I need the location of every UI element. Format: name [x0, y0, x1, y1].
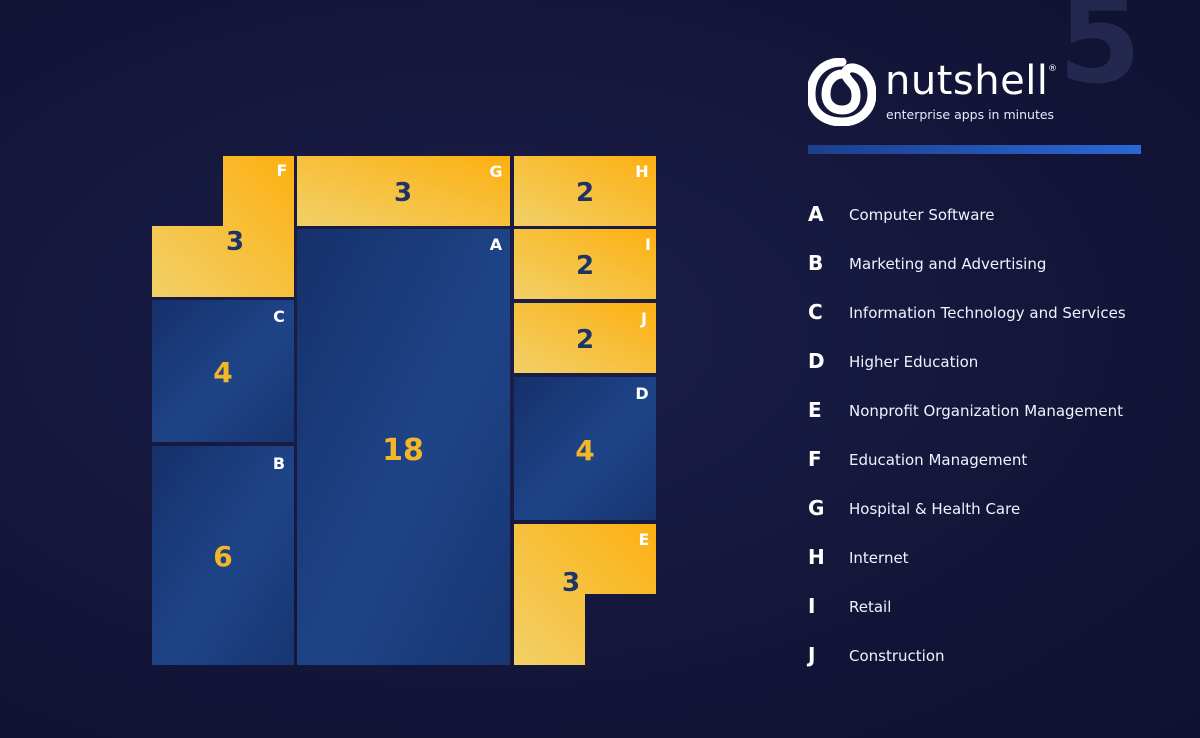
nutshell-logo-icon [808, 58, 876, 126]
legend-item-i: I Retail [808, 592, 1168, 622]
treemap-tile-c [152, 300, 294, 442]
tile-value-g: 3 [394, 178, 412, 208]
treemap-tile-b [152, 446, 294, 665]
tile-letter-f: F [277, 161, 288, 180]
legend-label: Hospital & Health Care [849, 500, 1021, 518]
legend-letter: J [808, 643, 816, 667]
legend-label: Computer Software [849, 206, 995, 224]
treemap-tile-f [152, 156, 294, 297]
tile-value-d: 4 [575, 434, 594, 467]
legend-label: Retail [849, 598, 892, 616]
legend-item-g: G Hospital & Health Care [808, 494, 1168, 524]
legend-item-f: F Education Management [808, 445, 1168, 475]
legend-item-a: A Computer Software [808, 200, 1168, 230]
legend-letter: I [808, 594, 816, 618]
tile-letter-d: D [635, 384, 648, 403]
tile-value-b: 6 [213, 540, 232, 573]
legend-letter: C [808, 300, 823, 324]
legend-item-b: B Marketing and Advertising [808, 249, 1168, 279]
legend-item-h: H Internet [808, 543, 1168, 573]
legend-label: Education Management [849, 451, 1028, 469]
legend-label: Higher Education [849, 353, 979, 371]
legend-item-c: C Information Technology and Services [808, 298, 1168, 328]
tile-letter-h: H [635, 162, 648, 181]
legend-letter: H [808, 545, 825, 569]
treemap-tile-a [297, 229, 510, 665]
brand-divider [808, 145, 1141, 154]
tile-letter-b: B [273, 454, 285, 473]
treemap-tile-e [514, 524, 656, 665]
legend-letter: D [808, 349, 825, 373]
legend-letter: A [808, 202, 824, 226]
legend-item-j: J Construction [808, 641, 1168, 671]
tile-letter-j: J [640, 309, 647, 328]
treemap-chart: A 18 B 6 C 4 D 4 E 3 F 3 G 3 H 2 I 2 J 2 [152, 156, 656, 665]
tile-letter-a: A [490, 235, 503, 254]
brand-name: nutshell [885, 58, 1049, 104]
tile-value-i: 2 [576, 251, 594, 281]
treemap-tile-i [514, 229, 656, 299]
legend-letter: F [808, 447, 822, 471]
tile-value-f: 3 [226, 227, 244, 257]
tile-letter-i: I [645, 235, 651, 254]
legend-letter: G [808, 496, 825, 520]
legend-label: Marketing and Advertising [849, 255, 1047, 273]
tile-value-e: 3 [562, 568, 580, 598]
legend-label: Information Technology and Services [849, 304, 1126, 322]
legend-item-d: D Higher Education [808, 347, 1168, 377]
treemap-tile-h [514, 156, 656, 226]
treemap-tile-j [514, 303, 656, 373]
legend-item-e: E Nonprofit Organization Management [808, 396, 1168, 426]
tile-letter-g: G [489, 162, 502, 181]
tile-letter-c: C [273, 307, 285, 326]
legend-letter: E [808, 398, 822, 422]
registered-mark: ® [1048, 64, 1057, 74]
tile-letter-e: E [639, 530, 650, 549]
brand-tagline: enterprise apps in minutes [886, 107, 1055, 122]
legend-label: Construction [849, 647, 945, 665]
treemap-tile-d [514, 377, 656, 520]
tile-value-c: 4 [213, 356, 232, 389]
brand-logo: nutshell ® enterprise apps in minutes [808, 58, 1148, 130]
legend-label: Nonprofit Organization Management [849, 402, 1124, 420]
legend-letter: B [808, 251, 824, 275]
page-number: 5 [1058, 0, 1142, 111]
treemap-tile-g [297, 156, 510, 226]
legend-label: Internet [849, 549, 909, 567]
tile-value-a: 18 [382, 433, 424, 468]
tile-value-j: 2 [576, 325, 594, 355]
tile-value-h: 2 [576, 178, 594, 208]
